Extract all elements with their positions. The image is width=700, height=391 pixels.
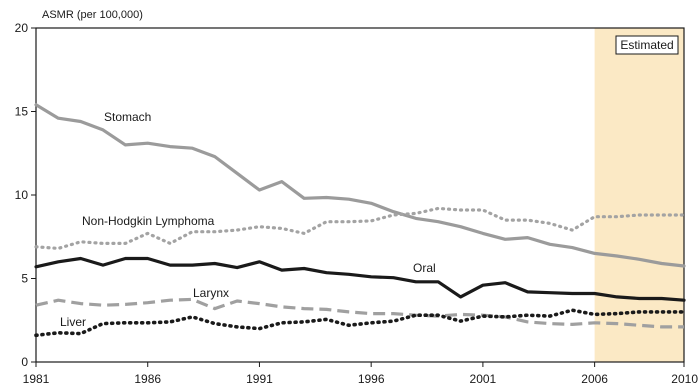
series-label-stomach: Stomach <box>104 110 151 124</box>
x-tick-label: 2006 <box>581 372 608 386</box>
x-tick-label: 1996 <box>358 372 385 386</box>
x-tick-label: 1986 <box>134 372 161 386</box>
estimated-region <box>594 28 684 362</box>
series-line-liver <box>34 308 686 338</box>
series-line-stomach <box>34 103 686 268</box>
x-tick-label: 2001 <box>470 372 497 386</box>
series-line-larynx <box>35 297 684 329</box>
y-tick-label: 5 <box>21 272 28 286</box>
series-label-liver: Liver <box>60 315 86 329</box>
series-line-oral <box>34 256 686 302</box>
x-tick-label: 1981 <box>23 372 50 386</box>
series-label-non-hodgkin-lymphoma: Non-Hodgkin Lymphoma <box>82 214 215 228</box>
estimated-legend-box <box>615 35 679 55</box>
y-tick-label: 10 <box>15 188 29 202</box>
x-tick-label: 1991 <box>246 372 273 386</box>
series-label-oral: Oral <box>413 261 436 275</box>
estimated-legend-label: Estimated <box>620 38 673 52</box>
y-tick-label: 15 <box>15 105 29 119</box>
y-tick-label: 0 <box>21 355 28 369</box>
series-label-larynx: Larynx <box>193 286 229 300</box>
y-tick-label: 20 <box>15 21 29 35</box>
x-tick-label: 2010 <box>671 372 698 386</box>
y-axis-label: ASMR (per 100,000) <box>42 9 143 21</box>
series-line-non-hodgkin-lymphoma <box>34 206 686 250</box>
